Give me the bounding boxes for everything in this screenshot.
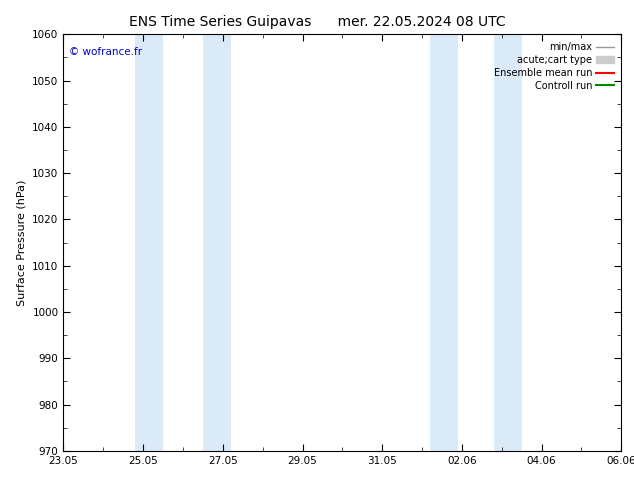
Bar — [494, 34, 522, 451]
Bar — [203, 34, 231, 451]
Text: ENS Time Series Guipavas      mer. 22.05.2024 08 UTC: ENS Time Series Guipavas mer. 22.05.2024… — [129, 15, 505, 29]
Legend: min/max, acute;cart type, Ensemble mean run, Controll run: min/max, acute;cart type, Ensemble mean … — [491, 39, 616, 94]
Bar — [135, 34, 163, 451]
Text: © wofrance.fr: © wofrance.fr — [69, 47, 142, 57]
Bar — [430, 34, 458, 451]
Y-axis label: Surface Pressure (hPa): Surface Pressure (hPa) — [16, 179, 27, 306]
